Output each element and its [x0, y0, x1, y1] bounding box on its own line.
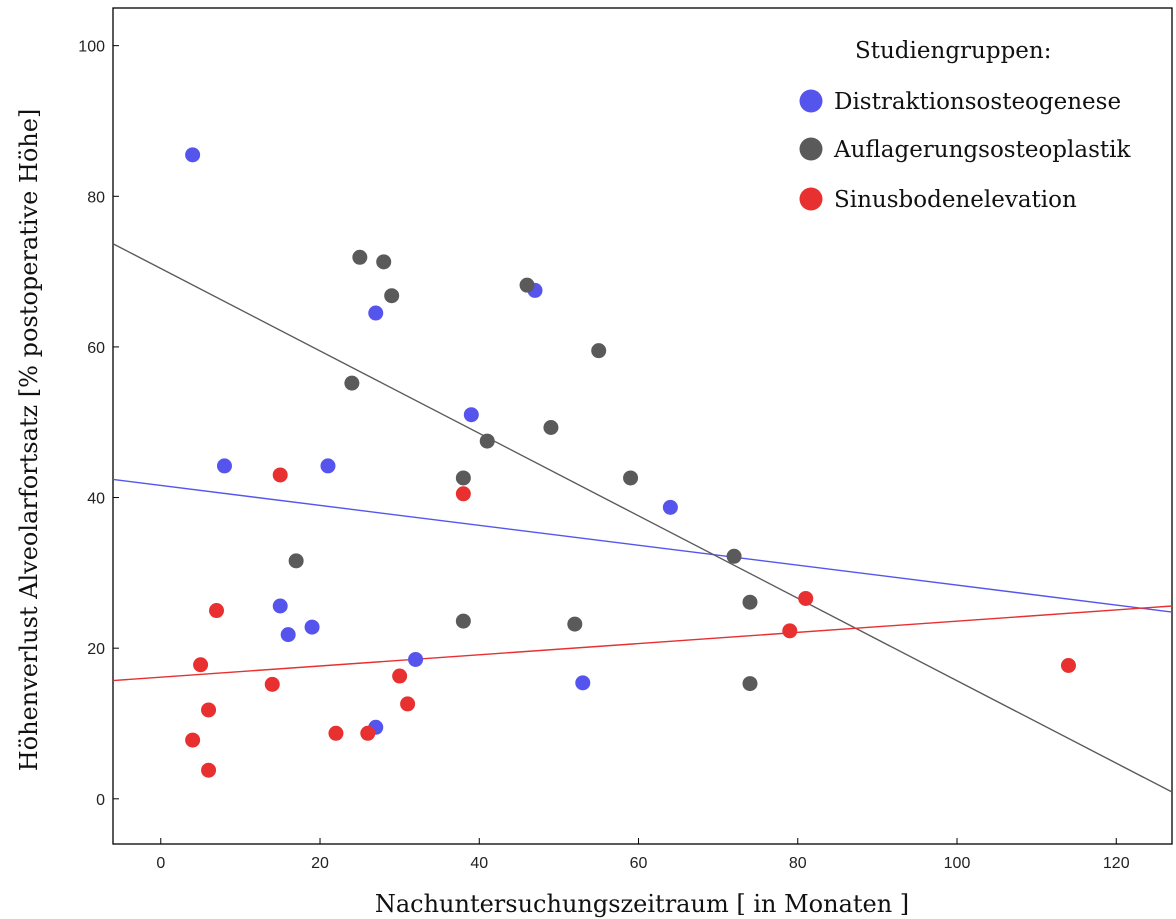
- fit-line: [112, 478, 1173, 613]
- x-tick-label: 100: [944, 855, 971, 872]
- data-point: [193, 657, 209, 673]
- data-point: [455, 470, 471, 486]
- data-point: [782, 623, 798, 639]
- x-tick-label: 40: [470, 855, 488, 872]
- y-tick-label: 80: [87, 189, 105, 206]
- data-point: [567, 616, 583, 632]
- data-point: [272, 598, 288, 614]
- data-point: [304, 619, 320, 635]
- data-point: [280, 627, 296, 643]
- plot-frame: [112, 7, 1173, 845]
- legend-label: Sinusbodenelevation: [834, 187, 1077, 213]
- data-point: [742, 676, 758, 692]
- legend-label: Distraktionsosteogenese: [834, 89, 1121, 115]
- data-point: [798, 590, 814, 606]
- data-point: [209, 603, 225, 619]
- data-point: [575, 675, 591, 691]
- data-points: [185, 147, 1076, 778]
- data-point: [463, 407, 479, 423]
- data-point: [201, 702, 217, 718]
- data-point: [543, 420, 559, 436]
- data-point: [455, 613, 471, 629]
- fit-line: [112, 243, 1173, 793]
- data-point: [400, 696, 416, 712]
- legend: Studiengruppen: Distraktionsosteogenese A…: [799, 38, 1132, 213]
- legend-label: Auflagerungsosteoplastik: [833, 137, 1132, 163]
- data-point: [1060, 658, 1076, 674]
- legend-marker: [799, 187, 823, 211]
- data-point: [288, 553, 304, 569]
- x-tick-label: 120: [1103, 855, 1130, 872]
- y-tick-label: 60: [87, 340, 105, 357]
- y-tick-label: 0: [96, 792, 105, 809]
- data-point: [392, 668, 408, 684]
- data-point: [662, 499, 678, 515]
- data-point: [272, 467, 288, 483]
- data-point: [384, 288, 400, 304]
- fit-line: [112, 605, 1173, 682]
- data-point: [742, 594, 758, 610]
- legend-marker: [799, 89, 823, 113]
- data-point: [455, 486, 471, 502]
- data-point: [344, 375, 360, 391]
- fit-lines: [112, 243, 1173, 793]
- data-point: [519, 277, 535, 293]
- data-point: [479, 433, 495, 449]
- y-tick-label: 40: [87, 491, 105, 508]
- data-point: [185, 732, 201, 748]
- y-tick-label: 20: [87, 641, 105, 658]
- x-axis-ticks: 0 20 40 60 80 100 120: [156, 838, 1130, 872]
- legend-title: Studiengruppen:: [855, 38, 1051, 64]
- data-point: [216, 458, 232, 474]
- data-point: [726, 548, 742, 564]
- data-point: [408, 651, 424, 667]
- data-point: [185, 147, 201, 163]
- x-tick-label: 0: [156, 855, 165, 872]
- legend-marker: [799, 137, 823, 161]
- y-axis-title: Höhenverlust Alveolarfortsatz [% postope…: [15, 109, 43, 772]
- data-point: [352, 249, 368, 265]
- data-point: [264, 676, 280, 692]
- data-point: [360, 725, 376, 741]
- data-point: [201, 762, 217, 778]
- data-point: [320, 458, 336, 474]
- data-point: [328, 725, 344, 741]
- data-point: [591, 343, 607, 359]
- data-point: [368, 305, 384, 321]
- x-tick-label: 20: [311, 855, 329, 872]
- y-axis-ticks: 0 20 40 60 80 100: [78, 39, 119, 809]
- x-tick-label: 80: [789, 855, 807, 872]
- x-axis-title: Nachuntersuchungszeitraum [ in Monaten ]: [375, 890, 909, 918]
- x-tick-label: 60: [630, 855, 648, 872]
- data-point: [623, 470, 639, 486]
- y-tick-label: 100: [78, 39, 105, 56]
- data-point: [376, 254, 392, 270]
